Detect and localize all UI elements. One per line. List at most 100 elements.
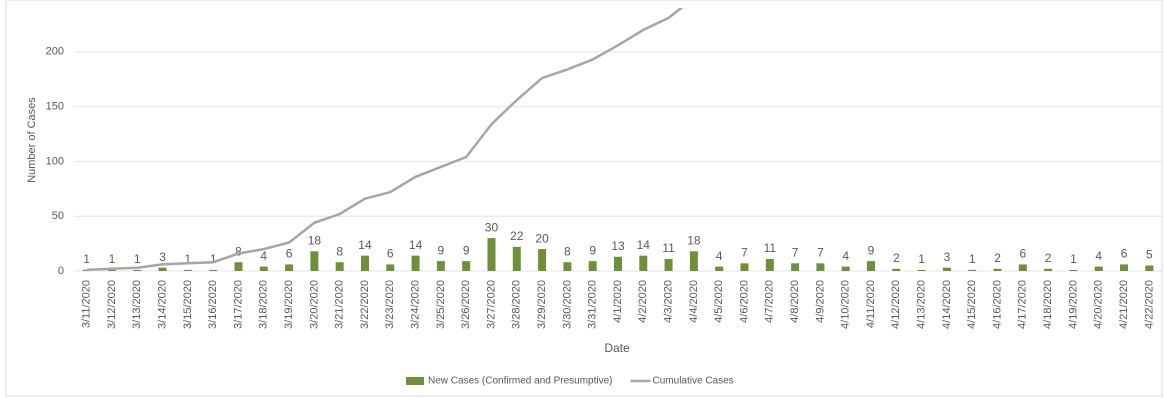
data-label: 4 (716, 249, 723, 263)
bar (512, 246, 521, 271)
data-label: 9 (589, 243, 596, 257)
x-tick-label: 4/20/2020 (1093, 280, 1105, 329)
x-tick-label: 4/19/2020 (1067, 280, 1079, 329)
bar (386, 264, 395, 271)
bar (335, 262, 344, 271)
x-tick-label: 4/1/2020 (612, 280, 624, 323)
bar (487, 238, 496, 271)
bar (234, 262, 243, 271)
bar (133, 269, 142, 271)
bar (1145, 265, 1154, 271)
data-label: 1 (1070, 252, 1077, 266)
bar (614, 256, 622, 271)
data-label: 8 (336, 244, 343, 258)
x-tick-label: 4/6/2020 (738, 280, 750, 323)
x-tick-label: 3/18/2020 (258, 280, 270, 329)
data-label: 7 (817, 246, 824, 260)
x-tick-label: 3/17/2020 (232, 280, 244, 329)
bar (107, 269, 116, 271)
x-tick-label: 4/17/2020 (1017, 280, 1029, 329)
data-label: 1 (83, 252, 90, 266)
bar (183, 269, 192, 271)
data-label: 8 (235, 244, 242, 258)
bar (310, 251, 319, 271)
bar (993, 268, 1002, 271)
x-tick-label: 3/13/2020 (131, 280, 143, 329)
x-tick-label: 4/7/2020 (764, 280, 776, 323)
data-label: 9 (868, 243, 875, 257)
data-label: 7 (792, 246, 799, 260)
x-tick-label: 4/21/2020 (1118, 280, 1130, 329)
x-tick-label: 3/16/2020 (207, 280, 219, 329)
x-tick-label: 4/9/2020 (814, 280, 826, 323)
x-tick-label: 3/27/2020 (485, 280, 497, 329)
x-tick-label: 3/29/2020 (536, 280, 548, 329)
y-tick-label: 50 (52, 210, 64, 222)
y-tick-label: 100 (46, 155, 64, 167)
data-label: 1 (969, 252, 976, 266)
bar (689, 251, 698, 271)
legend-swatch (406, 377, 424, 385)
bar (867, 261, 876, 271)
bar (639, 255, 648, 271)
bar (1069, 269, 1078, 271)
data-label: 6 (387, 247, 394, 261)
bar (158, 267, 167, 271)
data-label: 9 (438, 243, 445, 257)
bar (462, 261, 471, 271)
data-label: 2 (994, 251, 1001, 265)
bar (1044, 268, 1053, 271)
bar (892, 268, 901, 271)
bar (259, 266, 268, 271)
data-label: 4 (260, 249, 267, 263)
y-tick-label: 200 (46, 46, 64, 58)
x-tick-label: 4/13/2020 (916, 280, 928, 329)
x-tick-label: 3/30/2020 (561, 280, 573, 329)
bar (436, 261, 445, 271)
x-tick-label: 4/11/2020 (865, 280, 877, 328)
bar (740, 263, 749, 271)
data-label: 4 (842, 249, 849, 263)
x-tick-label: 4/12/2020 (890, 280, 902, 329)
x-tick-label: 4/10/2020 (840, 280, 852, 329)
bar (917, 269, 926, 271)
x-tick-label: 3/15/2020 (182, 280, 194, 329)
data-label: 18 (308, 233, 322, 247)
legend-label: Cumulative Cases (653, 376, 734, 387)
data-label: 6 (1019, 247, 1026, 261)
data-label: 14 (637, 238, 651, 252)
x-tick-label: 4/22/2020 (1143, 280, 1155, 329)
x-tick-label: 3/11/2020 (81, 280, 93, 328)
x-tick-label: 3/28/2020 (511, 280, 523, 329)
data-label: 14 (409, 238, 423, 252)
x-tick-label: 4/2/2020 (637, 280, 649, 323)
x-tick-label: 4/14/2020 (941, 280, 953, 329)
line (86, 8, 684, 272)
data-label: 22 (510, 229, 524, 243)
x-tick-label: 3/19/2020 (283, 280, 295, 329)
x-tick-label: 3/22/2020 (359, 280, 371, 329)
data-label: 7 (741, 246, 748, 260)
bar (1120, 264, 1129, 271)
data-label: 1 (210, 252, 217, 266)
data-label: 20 (535, 231, 549, 245)
x-tick-label: 3/26/2020 (460, 280, 472, 329)
bar (411, 255, 420, 271)
x-tick-label: 4/5/2020 (713, 280, 725, 323)
x-tick-label: 3/12/2020 (106, 280, 118, 329)
x-tick-label: 3/31/2020 (587, 280, 599, 329)
x-tick-label: 4/16/2020 (991, 280, 1003, 329)
bar (360, 255, 369, 271)
bar (285, 264, 294, 271)
data-label: 30 (485, 220, 499, 234)
y-tick-label: 150 (46, 101, 64, 113)
x-tick-label: 3/23/2020 (384, 280, 396, 329)
x-tick-label: 4/8/2020 (789, 280, 801, 323)
bar (715, 266, 724, 271)
data-label: 3 (944, 250, 951, 264)
data-label: 2 (893, 251, 900, 265)
bar (538, 249, 547, 271)
bar (588, 261, 597, 271)
legend-label: New Cases (Confirmed and Presumptive) (428, 376, 613, 387)
